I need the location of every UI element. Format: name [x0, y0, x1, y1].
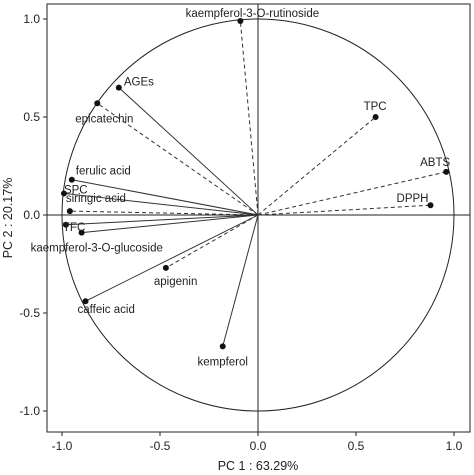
vector-epicatechin: [96, 102, 259, 216]
x-tick-label: 0.5: [348, 439, 365, 453]
point-apigenin: [162, 264, 169, 271]
point-siringic-acid: [66, 208, 73, 215]
y-tick-label: 0.5: [23, 110, 40, 124]
y-tick-label: 0.0: [23, 208, 40, 222]
x-tick-label: -1.0: [52, 439, 73, 453]
loading-points: [60, 17, 450, 350]
y-tick-label: -0.5: [19, 306, 40, 320]
x-axis-title: PC 1 : 63.29%: [218, 459, 299, 473]
y-tick-label: 1.0: [23, 12, 40, 26]
vector-ferulic-acid: [71, 179, 259, 216]
y-axis-title: PC 2 : 20.17%: [1, 178, 15, 259]
point-dpph: [427, 202, 434, 209]
label-kempferol: kempferol: [197, 356, 248, 368]
vector-siringic-acid: [69, 210, 259, 216]
label-tfc: TFC: [63, 222, 85, 234]
point-kaempferol-3-o-rutinoside: [237, 17, 244, 24]
label-ages: AGEs: [124, 77, 154, 89]
loading-vectors: [63, 20, 447, 347]
point-kempferol: [219, 343, 226, 350]
x-tick-label: 0.0: [250, 439, 267, 453]
point-tfc: [62, 221, 69, 228]
point-abts: [443, 168, 450, 175]
label-ferulic-acid: ferulic acid: [76, 166, 131, 178]
x-axis-ticks: -1.0 -0.5 0.0 0.5 1.0: [52, 432, 463, 453]
vector-tpc: [257, 116, 376, 216]
point-caffeic-acid: [82, 298, 89, 305]
point-ferulic-acid: [68, 176, 75, 183]
label-kaempferol-3-o-rutinoside: kaempferol-3-O-rutinoside: [186, 8, 320, 20]
label-kaempferol-3-o-glucoside: kaempferol-3-O-glucoside: [31, 243, 163, 255]
label-tpc: TPC: [364, 101, 387, 113]
vector-kaempferol-3-o-rutinoside: [239, 20, 259, 216]
loading-labels: kaempferol-3-O-rutinoside AGEs epicatechin…: [31, 8, 451, 368]
label-epicatechin: epicatechin: [75, 113, 133, 125]
label-caffeic-acid: caffeic acid: [78, 304, 135, 316]
vector-kaempferol-3-o-glucoside: [81, 214, 259, 234]
point-ages: [115, 84, 122, 91]
vector-spc: [63, 192, 259, 216]
label-abts: ABTS: [420, 157, 450, 169]
point-tpc: [372, 114, 379, 120]
x-tick-label: 1.0: [446, 439, 463, 453]
vector-kempferol: [222, 214, 259, 347]
y-tick-label: -1.0: [19, 404, 40, 418]
vector-dpph: [257, 204, 431, 216]
vector-ages: [118, 87, 259, 216]
vector-caffeic-acid: [85, 214, 259, 302]
point-epicatechin: [94, 100, 101, 107]
label-spc: SPC: [64, 184, 88, 196]
y-axis-ticks: 1.0 0.5 0.0 -0.5 -1.0: [19, 12, 47, 418]
vector-tfc: [65, 214, 259, 226]
x-tick-label: -0.5: [150, 439, 171, 453]
vector-apigenin: [165, 214, 259, 269]
label-siringic-acid: siringic acid: [66, 193, 126, 205]
point-spc: [60, 190, 67, 197]
point-kaempferol-3-o-glucoside: [78, 229, 85, 236]
label-dpph: DPPH: [397, 193, 429, 205]
label-apigenin: apigenin: [154, 276, 197, 288]
